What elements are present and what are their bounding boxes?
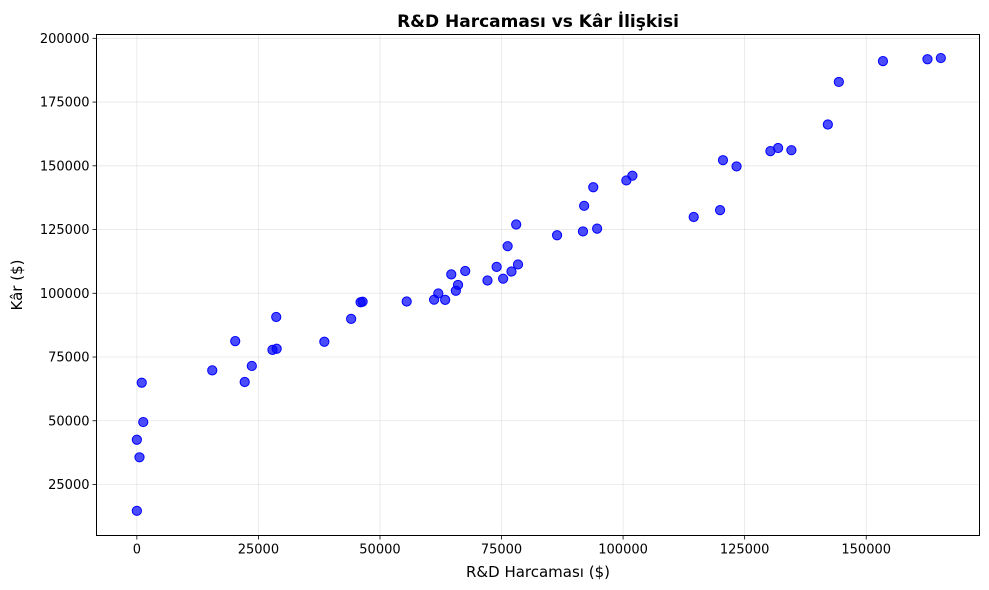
scatter-point: [131, 505, 142, 516]
scatter-point: [446, 269, 457, 280]
y-tick-label: 100000: [40, 287, 90, 302]
scatter-point: [452, 279, 464, 291]
scatter-point: [460, 265, 471, 277]
scatter-point: [627, 170, 638, 181]
scatter-point: [138, 416, 149, 428]
scatter-point: [502, 241, 513, 252]
y-tick-label: 150000: [40, 159, 90, 174]
scatter-point: [136, 377, 147, 388]
data-points: [131, 52, 946, 516]
scatter-point: [772, 142, 784, 154]
x-tick-label: 75000: [481, 543, 522, 558]
x-tick-label: 25000: [238, 543, 279, 558]
x-tick-label: 0: [133, 543, 141, 558]
scatter-point: [688, 211, 699, 223]
scatter-point: [207, 365, 218, 376]
scatter-point: [786, 145, 797, 156]
scatter-point: [440, 294, 451, 305]
scatter-point: [346, 313, 357, 325]
scatter-point: [833, 76, 844, 88]
y-tick-label: 175000: [40, 96, 90, 111]
x-tick-label: 150000: [841, 543, 891, 558]
grid: [96, 34, 980, 536]
scatter-point: [491, 261, 502, 272]
scatter-point: [877, 56, 889, 67]
scatter-point: [506, 266, 517, 277]
x-axis-label: R&D Harcaması ($): [466, 563, 610, 581]
scatter-point: [511, 219, 522, 230]
y-axis-label: Kâr ($): [8, 260, 26, 311]
scatter-point: [922, 54, 933, 65]
scatter-point: [498, 273, 509, 284]
y-tick-label: 75000: [48, 351, 89, 366]
scatter-point: [551, 230, 563, 241]
y-tick-label: 125000: [40, 223, 90, 238]
scatter-point: [731, 161, 742, 172]
scatter-point: [433, 288, 444, 299]
scatter-point: [230, 336, 241, 347]
x-tick-label: 50000: [359, 543, 400, 558]
scatter-point: [239, 376, 250, 388]
y-tick-label: 200000: [40, 32, 90, 47]
scatter-point: [822, 119, 833, 130]
scatter-point: [134, 452, 145, 463]
scatter-point: [512, 259, 524, 270]
scatter-point: [577, 226, 589, 237]
scatter-point: [246, 360, 257, 372]
scatter-point: [717, 155, 729, 166]
scatter-point: [357, 296, 368, 307]
scatter-point: [588, 182, 599, 193]
scatter-point: [401, 296, 412, 307]
scatter-point: [319, 336, 330, 347]
scatter-point: [592, 223, 603, 234]
scatter-point: [271, 311, 282, 323]
scatter-point: [131, 434, 142, 445]
x-tick-label: 100000: [598, 543, 648, 558]
chart-title: R&D Harcaması vs Kâr İlişkisi: [397, 10, 679, 32]
scatter-point: [714, 205, 726, 216]
y-tick-label: 50000: [48, 414, 89, 429]
scatter-point: [482, 275, 493, 286]
scatter-point: [579, 200, 590, 211]
plot-frame: [96, 34, 980, 536]
axes: 0 25000 50000 75000 100000 125000 150000 25000 5…: [40, 32, 891, 558]
scatter-point: [271, 343, 282, 354]
y-tick-label: 25000: [48, 478, 89, 493]
scatter-point: [935, 52, 946, 64]
x-tick-label: 125000: [720, 543, 770, 558]
